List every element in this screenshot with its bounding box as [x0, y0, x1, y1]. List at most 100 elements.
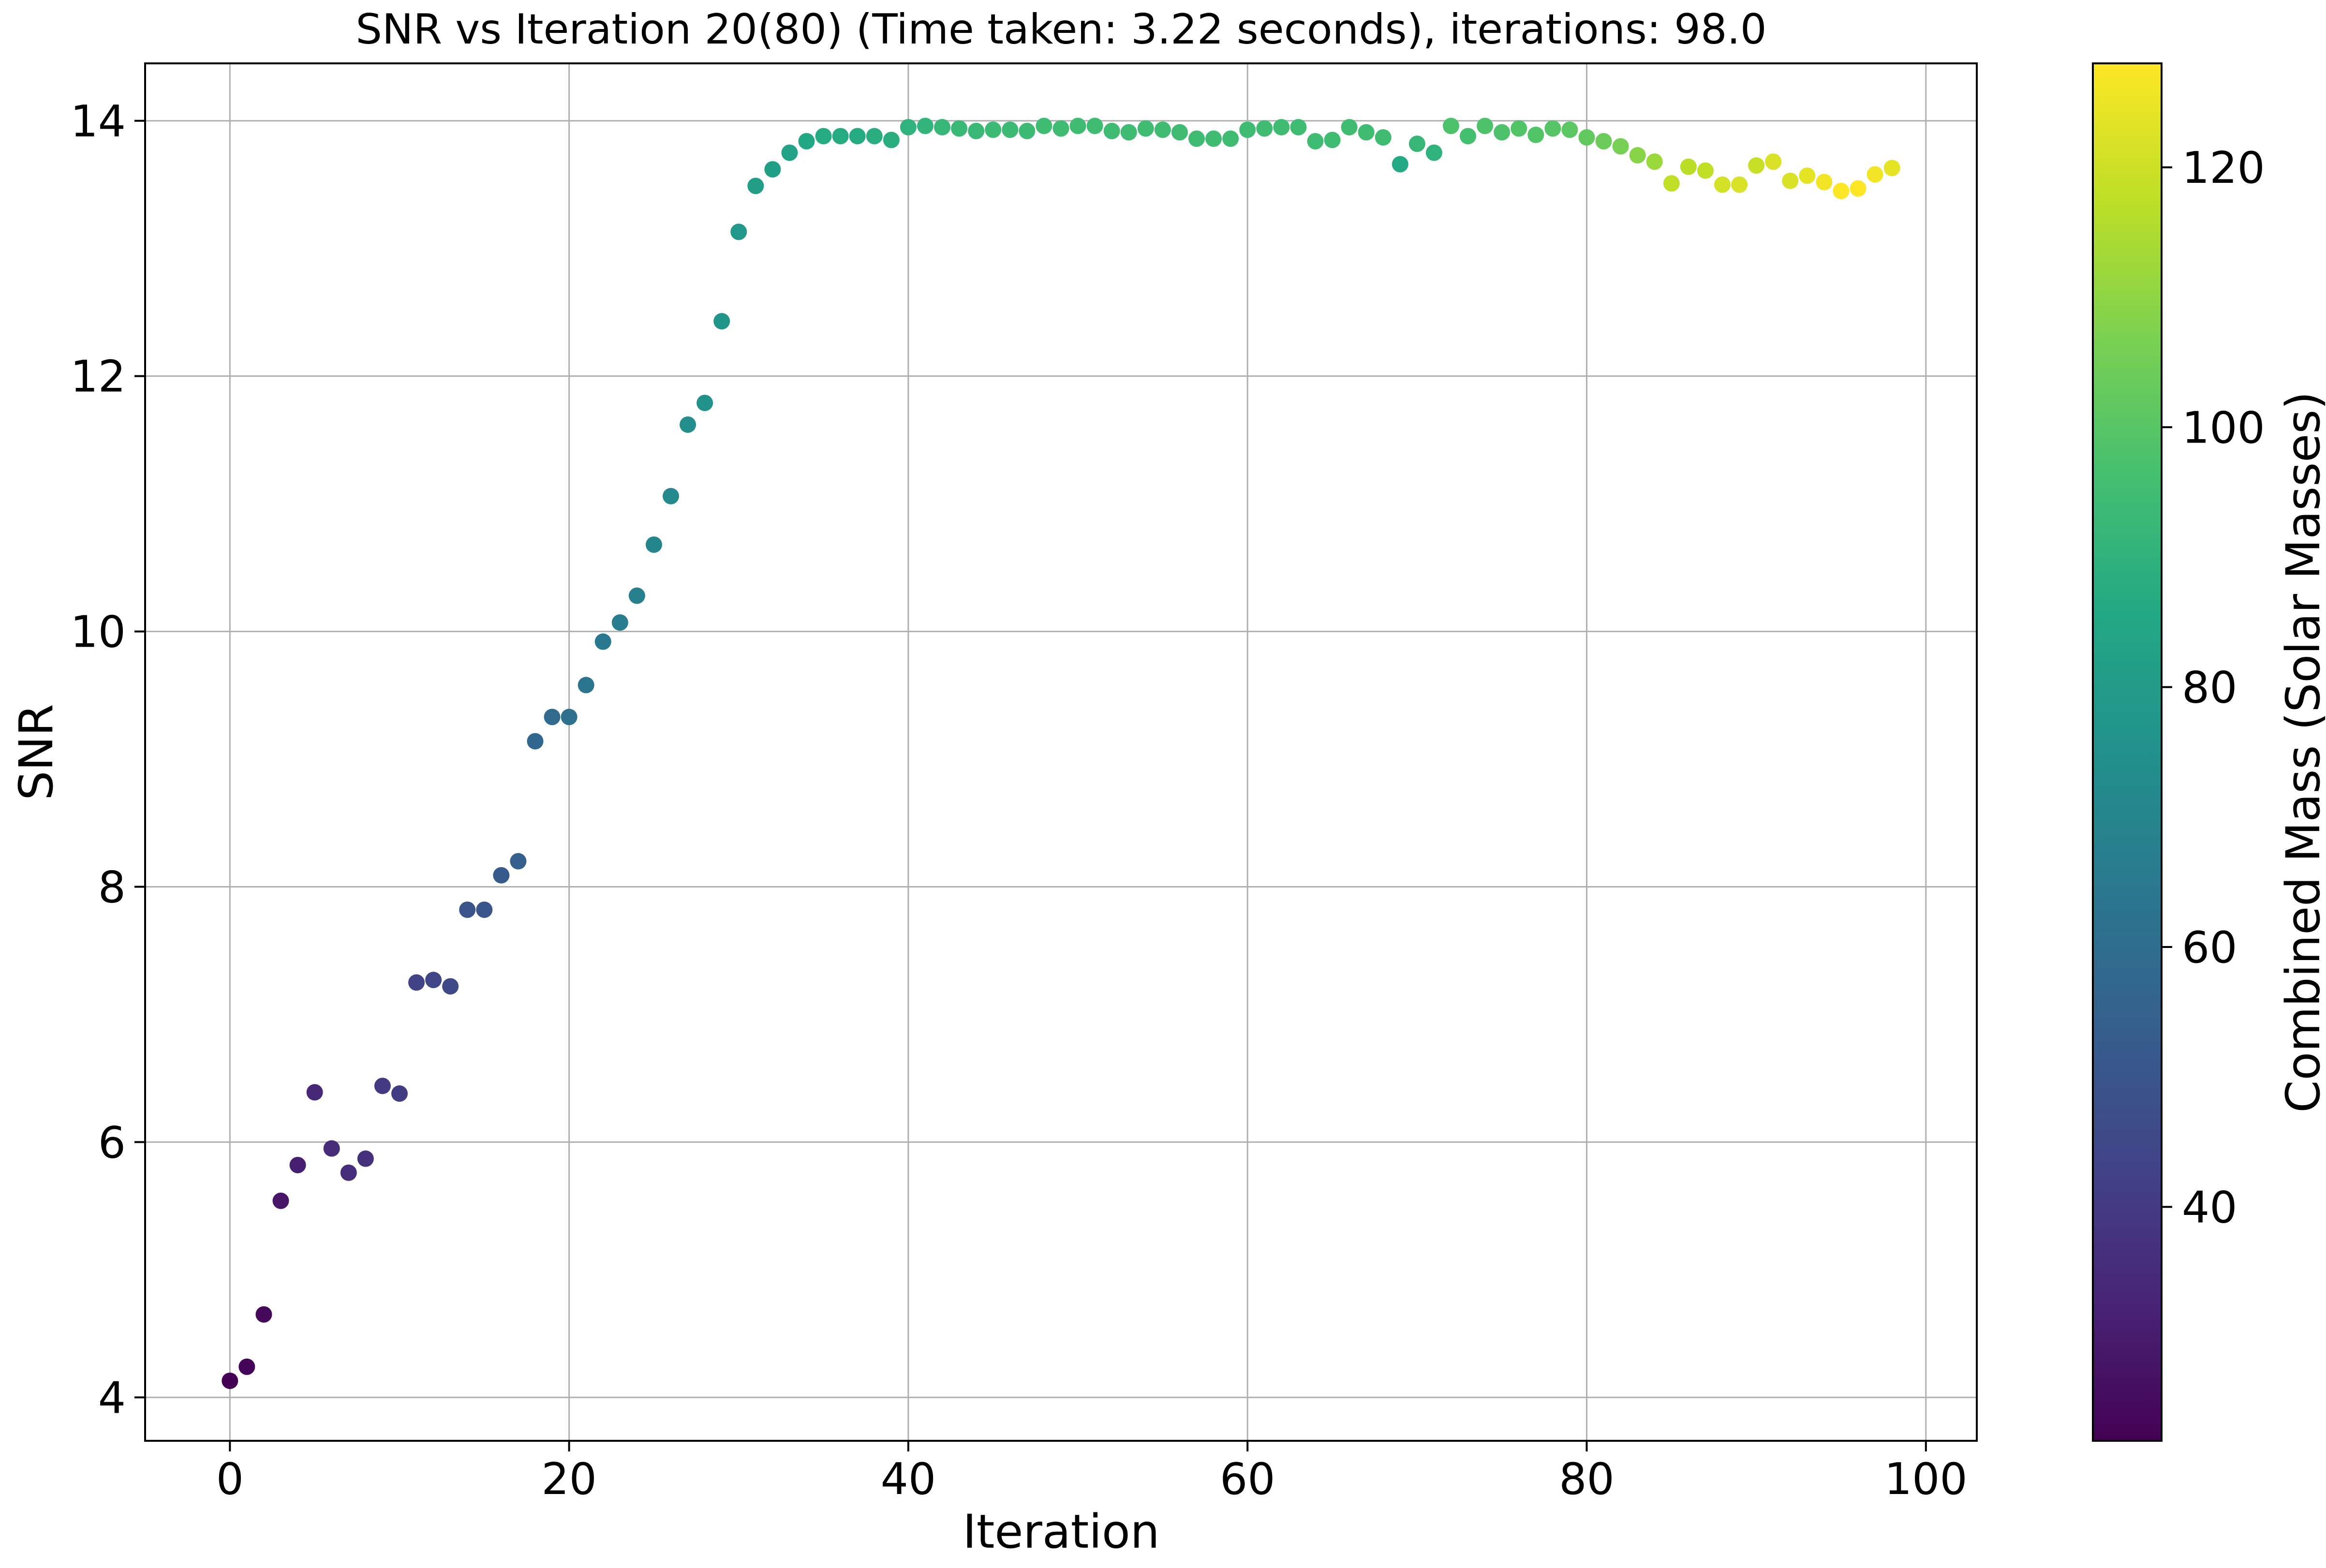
data-point: [527, 733, 544, 750]
x-tick-label: 20: [541, 1454, 597, 1505]
x-tick-label: 40: [881, 1454, 936, 1505]
data-point: [1612, 138, 1629, 155]
y-tick-label: 14: [70, 96, 126, 147]
data-point: [493, 867, 510, 884]
data-point: [934, 118, 951, 135]
data-point: [1052, 120, 1069, 137]
data-point: [1069, 118, 1086, 134]
y-tick-label: 12: [70, 352, 126, 402]
data-point: [1002, 121, 1019, 138]
data-point: [1273, 118, 1290, 135]
data-point: [1714, 176, 1731, 193]
data-point: [1578, 129, 1595, 146]
data-point: [968, 122, 985, 139]
x-tick-label: 100: [1884, 1454, 1968, 1505]
data-point: [866, 128, 883, 145]
data-point: [1392, 156, 1408, 173]
data-point: [1748, 157, 1765, 174]
data-point: [747, 178, 764, 194]
data-point: [442, 978, 459, 995]
data-point: [1833, 182, 1850, 199]
data-point: [985, 121, 1002, 138]
data-point: [900, 118, 917, 135]
data-point: [289, 1156, 306, 1173]
data-point: [1883, 160, 1900, 177]
colorbar-label: Combined Mass (Solar Masses): [2276, 391, 2326, 1112]
data-point: [1358, 124, 1375, 141]
colorbar: [2092, 62, 2163, 1442]
data-point: [1680, 158, 1697, 175]
data-point: [1222, 130, 1239, 147]
data-point: [1527, 126, 1544, 143]
data-point: [1120, 124, 1137, 141]
data-point: [1086, 118, 1103, 134]
data-point: [628, 587, 645, 604]
data-point: [1137, 120, 1154, 137]
data-points: [222, 118, 1900, 1389]
data-point: [476, 901, 493, 918]
data-point: [917, 118, 933, 134]
data-point: [713, 313, 730, 330]
data-point: [951, 120, 968, 137]
data-point: [1442, 118, 1459, 134]
data-point: [680, 416, 696, 433]
data-point: [459, 901, 476, 918]
data-point: [510, 853, 527, 870]
data-point: [1867, 166, 1883, 183]
colorbar-axis: 40 60 80 100 120: [2162, 143, 2265, 1233]
data-point: [1731, 176, 1748, 193]
y-tick-label: 4: [98, 1373, 126, 1423]
x-tick-label: 0: [216, 1454, 244, 1505]
data-point: [1799, 167, 1816, 184]
data-point: [1324, 132, 1341, 148]
data-point: [798, 133, 815, 150]
y-tick-label: 6: [98, 1117, 126, 1168]
data-point: [425, 972, 442, 989]
data-point: [1171, 124, 1188, 141]
data-point: [222, 1372, 238, 1389]
data-point: [1646, 153, 1663, 170]
data-point: [1511, 120, 1527, 137]
grid: [145, 63, 1977, 1441]
x-tick-label: 80: [1559, 1454, 1615, 1505]
data-point: [1188, 130, 1205, 147]
data-point: [1341, 118, 1358, 135]
data-point: [408, 974, 425, 991]
data-point: [764, 161, 781, 178]
data-point: [561, 709, 578, 725]
data-point: [238, 1358, 255, 1375]
data-point: [1782, 172, 1799, 189]
y-tick-label: 10: [70, 607, 126, 658]
data-point: [374, 1078, 391, 1095]
colorbar-tick-label: 60: [2182, 922, 2237, 973]
data-point: [1850, 180, 1867, 197]
data-point: [544, 709, 561, 725]
data-point: [1290, 118, 1307, 135]
data-point: [781, 144, 798, 161]
data-point: [815, 128, 832, 145]
data-point: [1629, 147, 1646, 164]
data-point: [1494, 124, 1511, 141]
colorbar-tick-label: 40: [2182, 1182, 2237, 1233]
data-point: [306, 1084, 323, 1101]
data-point: [578, 677, 594, 694]
data-point: [1460, 128, 1477, 145]
x-tick-label: 60: [1220, 1454, 1275, 1505]
data-point: [1256, 120, 1273, 137]
data-point: [696, 395, 713, 412]
y-axis-label: SNR: [9, 704, 63, 800]
data-point: [611, 614, 628, 631]
data-point: [1307, 133, 1324, 150]
data-point: [323, 1140, 340, 1157]
data-point: [340, 1164, 357, 1181]
data-point: [1816, 174, 1833, 191]
data-point: [730, 223, 747, 240]
data-point: [1375, 129, 1392, 146]
data-point: [832, 128, 849, 145]
data-point: [1205, 130, 1222, 147]
data-point: [1103, 122, 1120, 139]
y-tick-label: 8: [98, 862, 126, 913]
data-point: [272, 1192, 289, 1209]
